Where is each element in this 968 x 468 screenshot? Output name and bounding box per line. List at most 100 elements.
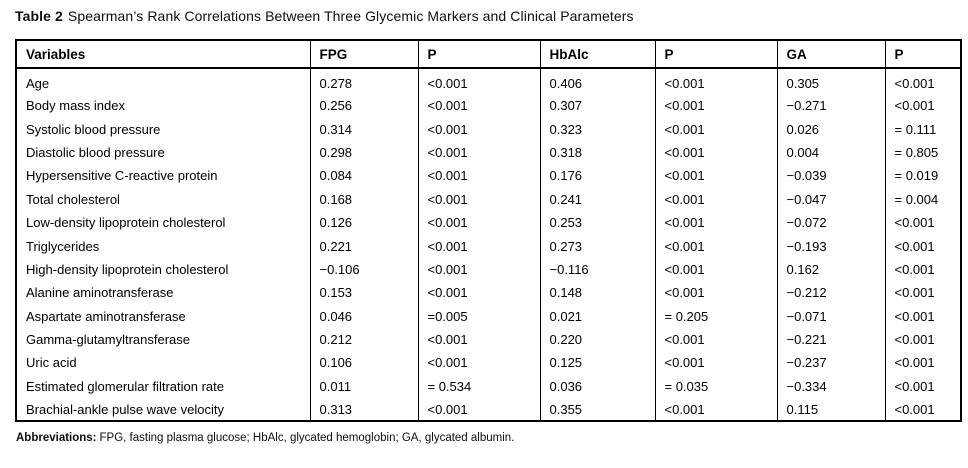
footnote-text: FPG, fasting plasma glucose; HbAlc, glyc… — [99, 432, 515, 444]
value-cell: <0.001 — [654, 210, 777, 235]
value-cell: 0.241 — [539, 187, 655, 211]
value-cell: = 0.205 — [654, 304, 777, 328]
table-row: Body mass index 0.256 <0.001 0.307 <0.001 −0.… — [16, 94, 961, 118]
value-cell: 0.046 — [309, 304, 418, 328]
value-cell: = 0.019 — [884, 164, 961, 188]
header-row: Variables FPG P HbAlc P GA P — [16, 40, 961, 69]
table-title: Table 2 Spearman’s Rank Correlations Betw… — [15, 8, 634, 24]
value-cell: −0.116 — [539, 257, 655, 282]
variable-cell: Estimated glomerular filtration rate — [26, 378, 224, 394]
table-row: Systolic blood pressure 0.314 <0.001 0.323 <… — [16, 117, 961, 141]
table-row: Age 0.278 <0.001 0.406 <0.001 0.305 <0.001 — [16, 68, 961, 94]
value-cell: <0.001 — [417, 234, 540, 258]
value-cell: <0.001 — [884, 304, 961, 328]
value-cell: 0.004 — [776, 140, 885, 165]
variable-cell: Low-density lipoprotein cholesterol — [26, 215, 226, 231]
value-cell: <0.001 — [884, 234, 961, 258]
value-cell: 0.278 — [309, 68, 418, 94]
table-row: Low-density lipoprotein cholesterol 0.126… — [16, 210, 961, 235]
table-row: Triglycerides 0.221 <0.001 0.273 <0.001 −0.19… — [16, 234, 961, 258]
column-header: P — [654, 40, 777, 69]
value-cell: <0.001 — [654, 164, 777, 188]
value-cell: <0.001 — [884, 327, 961, 352]
table-row: Brachial-ankle pulse wave velocity 0.313 <… — [16, 398, 961, 422]
variable-cell: Age — [26, 76, 50, 91]
value-cell: <0.001 — [654, 281, 777, 305]
value-cell: <0.001 — [417, 164, 540, 188]
table-body: Age 0.278 <0.001 0.406 <0.001 0.305 <0.001 Body… — [16, 68, 961, 422]
value-cell: <0.001 — [654, 327, 777, 352]
value-cell: = 0.111 — [884, 117, 961, 141]
value-cell: 0.162 — [776, 257, 885, 282]
value-cell: <0.001 — [884, 210, 961, 235]
value-cell: <0.001 — [654, 94, 777, 118]
variable-cell: Hypersensitive C-reactive protein — [26, 168, 218, 184]
value-cell: 0.220 — [539, 327, 655, 352]
value-cell: 0.026 — [776, 117, 885, 141]
value-cell: <0.001 — [417, 117, 540, 141]
value-cell: <0.001 — [654, 117, 777, 141]
value-cell: 0.307 — [539, 94, 655, 118]
table-row: Total cholesterol 0.168 <0.001 0.241 <0.001−… — [16, 187, 961, 211]
table-number-label: Table 2 — [15, 8, 63, 24]
value-cell: −0.072 — [776, 210, 885, 235]
correlation-table: Variables FPG P HbAlc P GA P Age 0.278 <0.001 0.4… — [15, 39, 962, 423]
variable-cell: Uric acid — [26, 355, 77, 371]
value-cell: −0.334 — [776, 374, 885, 399]
value-cell: −0.193 — [776, 234, 885, 258]
value-cell: −0.039 — [776, 164, 885, 188]
value-cell: <0.001 — [417, 257, 540, 282]
table-row: Gamma-glutamyltransferase 0.212 <0.001 0.22… — [16, 327, 961, 352]
value-cell: <0.001 — [417, 281, 540, 305]
table-row: Estimated glomerular filtration rate 0.01… — [16, 374, 961, 399]
value-cell: 0.253 — [539, 210, 655, 235]
value-cell: 0.318 — [539, 140, 655, 165]
value-cell: <0.001 — [884, 281, 961, 305]
variable-cell: Body mass index — [26, 98, 125, 114]
value-cell: 0.148 — [539, 281, 655, 305]
value-cell: <0.001 — [417, 187, 540, 211]
value-cell: 0.298 — [309, 140, 418, 165]
value-cell: −0.071 — [776, 304, 885, 328]
value-cell: −0.271 — [776, 94, 885, 118]
value-cell: 0.036 — [539, 374, 655, 399]
value-cell: 0.406 — [539, 68, 655, 94]
table-title-text: Spearman’s Rank Correlations Between Thr… — [67, 8, 634, 24]
value-cell: 0.305 — [776, 68, 885, 94]
table-row: Uric acid 0.106 <0.001 0.125 <0.001 −0.237 <0.… — [16, 351, 961, 375]
abbreviations-footnote: Abbreviations: FPG, fasting plasma glucos… — [16, 432, 514, 444]
variable-cell: Total cholesterol — [26, 191, 120, 207]
variable-cell: Alanine aminotransferase — [26, 285, 174, 301]
variable-cell: Aspartate aminotransferase — [26, 308, 186, 324]
value-cell: 0.313 — [309, 398, 418, 422]
table-row: Alanine aminotransferase 0.153 <0.001 0.148… — [16, 281, 961, 305]
value-cell: <0.001 — [417, 140, 540, 165]
value-cell: = 0.534 — [417, 374, 540, 399]
value-cell: <0.001 — [654, 234, 777, 258]
value-cell: <0.001 — [884, 374, 961, 399]
value-cell: 0.355 — [539, 398, 655, 422]
value-cell: 0.176 — [539, 164, 655, 188]
value-cell: 0.221 — [309, 234, 418, 258]
value-cell: 0.126 — [309, 210, 418, 235]
value-cell: = 0.004 — [884, 187, 961, 211]
value-cell: <0.001 — [654, 187, 777, 211]
value-cell: −0.106 — [309, 257, 418, 282]
value-cell: −0.221 — [776, 327, 885, 352]
value-cell: 0.011 — [309, 374, 418, 399]
value-cell: <0.001 — [417, 210, 540, 235]
value-cell: 0.125 — [539, 351, 655, 375]
value-cell: 0.084 — [309, 164, 418, 188]
value-cell: <0.001 — [884, 68, 961, 94]
variable-cell: Brachial-ankle pulse wave velocity — [26, 401, 224, 417]
value-cell: <0.001 — [884, 94, 961, 118]
value-cell: <0.001 — [654, 398, 777, 422]
value-cell: 0.115 — [776, 398, 885, 422]
value-cell: <0.001 — [417, 94, 540, 118]
value-cell: <0.001 — [884, 398, 961, 422]
value-cell: 0.212 — [309, 327, 418, 352]
value-cell: 0.106 — [309, 351, 418, 375]
value-cell: = 0.805 — [884, 140, 961, 165]
variable-cell: Gamma-glutamyltransferase — [26, 332, 190, 348]
